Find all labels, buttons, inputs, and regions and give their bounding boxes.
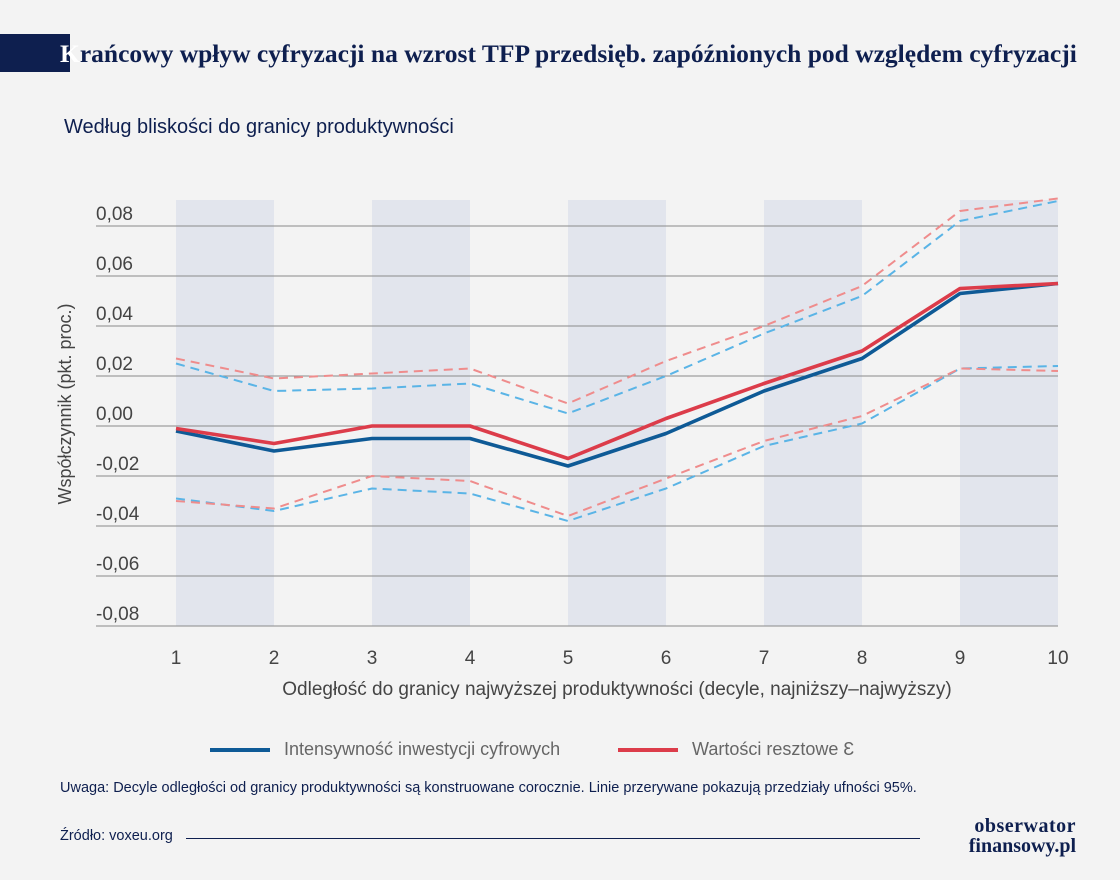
gridlines (96, 225, 1058, 627)
x-tick-label: 5 (563, 648, 574, 669)
y-tick-label: 0,06 (96, 254, 133, 275)
y-tick-label: -0,04 (96, 504, 140, 525)
confidence-interval-line (175, 197, 1059, 405)
header-accent-block (0, 34, 70, 72)
chart-subtitle: Według bliskości do granicy produktywnoś… (64, 116, 454, 138)
series-line (175, 281, 1059, 468)
x-tick-label: 6 (661, 648, 672, 669)
legend-label: Wartości resztowe Ɛ (692, 739, 855, 759)
x-tick-label: 7 (759, 648, 770, 669)
shaded-columns (176, 200, 1058, 626)
x-tick-label: 4 (465, 648, 476, 669)
shaded-column (764, 200, 862, 626)
x-tick-labels: 1 2 3 4 5 6 7 8 9 10 (171, 648, 1069, 669)
confidence-interval-line (175, 367, 1059, 517)
series-lines (175, 197, 1059, 522)
x-tick-label: 3 (367, 648, 378, 669)
y-axis-label: Współczynnik (pkt. proc.) (55, 303, 75, 504)
source-text: Źródło: voxeu.org (60, 828, 173, 844)
header-bar: Krańcowy wpływ cyfryzacji na wzrost TFP … (0, 34, 1120, 72)
y-tick-label: -0,06 (96, 554, 139, 575)
shaded-column (372, 200, 470, 626)
publisher-logo: obserwator finansowy.pl (968, 815, 1076, 857)
y-tick-label: 0,04 (96, 304, 133, 325)
x-tick-label: 9 (955, 648, 966, 669)
y-tick-labels: -0,08 -0,06 -0,04 -0,02 0,00 0,02 0,04 0,06 0,08 (96, 204, 140, 625)
legend-label: Intensywność inwestycji cyfrowych (284, 739, 561, 759)
series-line (175, 281, 1059, 461)
y-tick-label: 0,02 (96, 354, 133, 375)
shaded-column (176, 200, 274, 626)
source-divider (186, 838, 920, 839)
x-tick-label: 10 (1047, 648, 1068, 669)
y-tick-label: -0,02 (96, 454, 139, 475)
shaded-column (568, 200, 666, 626)
x-tick-label: 8 (857, 648, 868, 669)
chart-note: Uwaga: Decyle odległości od granicy prod… (60, 780, 917, 796)
y-tick-label: -0,08 (96, 604, 139, 625)
y-tick-label: 0,08 (96, 204, 133, 225)
legend-swatch-blue (210, 748, 270, 752)
title-text: rańcowy wpływ cyfryzacji na wzrost TFP p… (79, 39, 1077, 68)
title-initial-letter: K (60, 39, 80, 68)
legend-swatch-red (618, 748, 678, 752)
x-tick-label: 1 (171, 648, 182, 669)
chart-title: Krańcowy wpływ cyfryzacji na wzrost TFP … (60, 34, 1077, 72)
confidence-interval-line (175, 200, 1059, 415)
confidence-interval-line (175, 365, 1059, 522)
y-tick-label: 0,00 (96, 404, 133, 425)
x-axis-label: Odległość do granicy najwyższej produkty… (282, 679, 952, 700)
x-tick-label: 2 (269, 648, 280, 669)
shaded-column (960, 200, 1058, 626)
